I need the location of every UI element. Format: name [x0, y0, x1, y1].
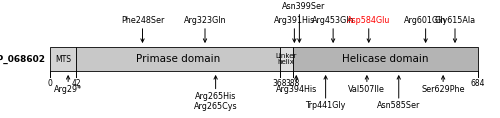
Text: Asn399Ser: Asn399Ser	[282, 2, 326, 11]
Text: Asn585Ser: Asn585Ser	[377, 101, 420, 110]
Text: Arg391His: Arg391His	[274, 16, 315, 25]
Text: 42: 42	[72, 79, 81, 88]
Text: Trp441Gly: Trp441Gly	[306, 101, 346, 110]
Text: NP_068602: NP_068602	[0, 54, 45, 64]
Text: Arg601Gln: Arg601Gln	[404, 16, 447, 25]
Text: Asp584Glu: Asp584Glu	[347, 16, 391, 25]
Text: Ser629Phe: Ser629Phe	[422, 85, 465, 94]
Text: 368: 368	[273, 79, 287, 88]
Text: Arg323Gln: Arg323Gln	[184, 16, 226, 25]
Text: 0: 0	[48, 79, 52, 88]
Text: Gly615Ala: Gly615Ala	[434, 16, 476, 25]
FancyBboxPatch shape	[280, 47, 292, 71]
Text: Linker
helix: Linker helix	[276, 53, 297, 65]
Text: Arg265His
Arg265Cys: Arg265His Arg265Cys	[194, 92, 238, 111]
FancyBboxPatch shape	[50, 47, 76, 71]
Text: Helicase domain: Helicase domain	[342, 54, 428, 64]
Text: Arg453Gln: Arg453Gln	[312, 16, 354, 25]
FancyBboxPatch shape	[292, 47, 478, 71]
Text: Phe248Ser: Phe248Ser	[121, 16, 164, 25]
Text: 388: 388	[286, 79, 300, 88]
Text: MTS: MTS	[55, 55, 71, 63]
Text: Val507Ile: Val507Ile	[348, 85, 386, 94]
Text: Arg394His: Arg394His	[276, 85, 317, 94]
Text: Arg29*: Arg29*	[54, 85, 82, 94]
Text: Primase domain: Primase domain	[136, 54, 220, 64]
FancyBboxPatch shape	[76, 47, 280, 71]
Text: 684: 684	[470, 79, 485, 88]
